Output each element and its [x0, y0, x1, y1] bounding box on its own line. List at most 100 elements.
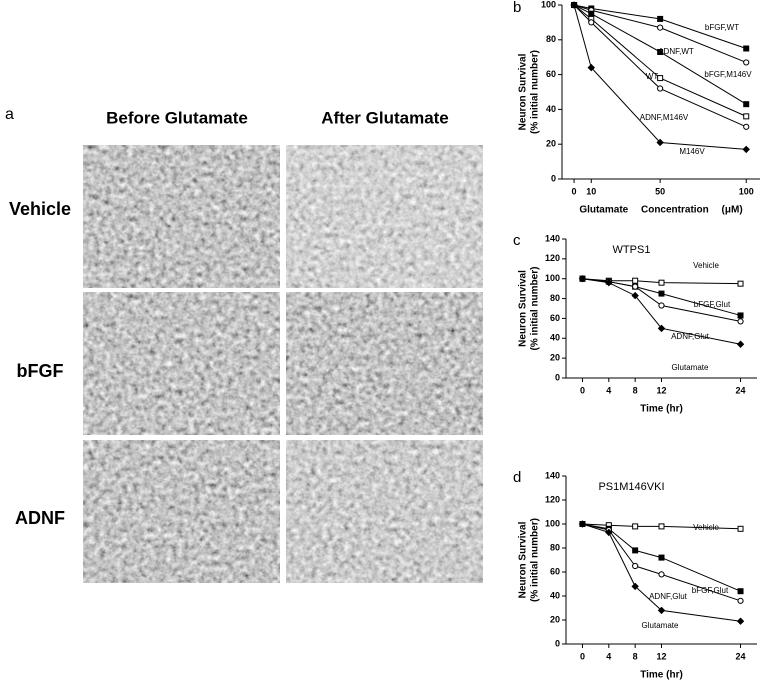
y-tick-label: 140 [545, 470, 560, 480]
x-tick-label: 10 [586, 186, 596, 196]
marker [658, 554, 665, 561]
y-tick-label: 0 [551, 173, 556, 183]
marker [570, 1, 578, 9]
panel-label: a [5, 106, 14, 123]
marker [632, 523, 639, 530]
x-tick-label: 100 [739, 186, 754, 196]
y-tick-label: 140 [545, 233, 560, 243]
marker [658, 302, 665, 309]
marker [588, 19, 595, 26]
marker [657, 24, 664, 31]
y-tick-label: 120 [545, 253, 560, 263]
x-tick-label: 4 [606, 385, 611, 395]
micrographs [83, 145, 483, 583]
marker [657, 48, 664, 55]
series-line [573, 4, 747, 105]
series-label: Glutamate [672, 363, 709, 372]
marker [587, 63, 595, 72]
marker [658, 279, 665, 286]
marker [631, 291, 639, 300]
series-line [573, 4, 747, 128]
y-tick-label: 80 [550, 293, 560, 303]
micrograph [83, 145, 280, 288]
marker [658, 571, 665, 578]
series-label: bFGF,WT [705, 23, 739, 32]
series-label: ADNF,M146V [640, 113, 689, 122]
y-tick-label: 40 [550, 590, 560, 600]
series-line [573, 4, 747, 117]
series-label: bFGF,M146V [704, 70, 752, 79]
y-tick-label: 40 [546, 104, 556, 114]
y-tick-label: 100 [541, 0, 556, 9]
series-label: Glutamate [642, 621, 679, 630]
x-tick-label: 50 [655, 186, 665, 196]
marker [737, 318, 744, 325]
marker [743, 123, 750, 130]
series-line [573, 4, 747, 150]
marker [578, 275, 587, 283]
panel-label: d [513, 469, 521, 486]
y-tick-label: 20 [546, 139, 556, 149]
y-tick-label: 60 [546, 69, 556, 79]
marker [632, 283, 639, 290]
y-tick-label: 60 [550, 313, 560, 323]
x-tick-label: 12 [656, 651, 666, 661]
marker [658, 290, 665, 297]
y-tick-label: 0 [555, 372, 560, 382]
row-label: bFGF [17, 361, 64, 381]
marker [578, 520, 587, 528]
x-tick-label: 24 [736, 651, 746, 661]
marker [657, 75, 664, 82]
marker [742, 145, 750, 154]
marker [632, 547, 639, 554]
marker [737, 525, 744, 532]
y-tick-label: 100 [545, 518, 560, 528]
marker [605, 278, 613, 287]
series-label: M146V [679, 147, 705, 156]
y-axis-label: Neuron Survival [518, 521, 529, 598]
y-axis-label: (% initial number) [530, 50, 541, 134]
series-label: ADNF,Glut [649, 592, 688, 601]
y-tick-label: 20 [550, 614, 560, 624]
x-tick-label: 8 [633, 385, 638, 395]
series-line [573, 4, 747, 63]
micrograph [83, 440, 280, 583]
marker [631, 582, 639, 591]
series-label: Vehicle [693, 261, 719, 270]
column-label: After Glutamate [321, 108, 449, 127]
micrograph [286, 145, 483, 288]
y-axis-label: Neuron Survival [518, 53, 529, 130]
x-tick-label: 0 [580, 651, 585, 661]
micrograph [286, 440, 483, 583]
marker [657, 324, 666, 333]
marker [632, 562, 639, 570]
y-tick-label: 20 [550, 353, 560, 363]
x-tick-label: 12 [656, 385, 666, 395]
marker [737, 280, 744, 287]
chart-title: PS1M146VKI [598, 481, 664, 493]
marker [632, 277, 639, 284]
series-label: bFGF,Glut [694, 300, 731, 309]
marker [743, 59, 750, 66]
marker [658, 523, 665, 530]
panel-label: b [513, 0, 521, 16]
series-label: ADNF,Glut [671, 332, 710, 341]
marker [736, 617, 745, 625]
series-line [573, 4, 747, 49]
chart-title: WTPS1 [613, 244, 651, 256]
x-tick-label: 24 [736, 385, 746, 395]
series-line [582, 278, 741, 345]
series-label: Vehicle [693, 523, 719, 532]
panel-label: c [513, 232, 521, 249]
marker [743, 113, 750, 120]
x-axis-label: Time (hr) [640, 670, 683, 681]
marker [657, 85, 664, 92]
y-tick-label: 60 [550, 566, 560, 576]
x-tick-label: 8 [633, 651, 638, 661]
x-axis-label: Glutamate Concentration (μM) [579, 205, 742, 216]
y-tick-label: 80 [546, 34, 556, 44]
marker [605, 528, 613, 537]
x-axis-label: Time (hr) [640, 404, 683, 415]
x-tick-label: 0 [572, 186, 577, 196]
